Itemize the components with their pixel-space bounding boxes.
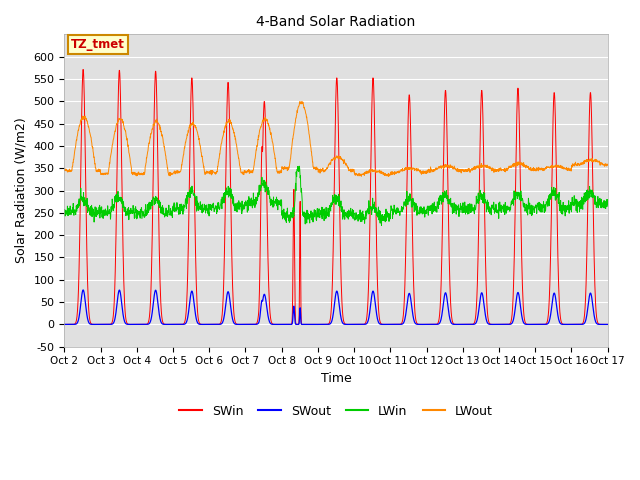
Line: LWout: LWout — [65, 102, 608, 176]
LWout — [572, 161, 579, 167]
LWout — [385, 173, 392, 179]
SWout — [364, 319, 371, 325]
Title: 4-Band Solar Radiation: 4-Band Solar Radiation — [257, 15, 415, 29]
LWin — [572, 199, 579, 204]
SWin — [556, 309, 564, 315]
LWin — [556, 201, 564, 206]
LWout — [556, 163, 564, 168]
LWout — [352, 172, 360, 178]
SWin — [61, 322, 68, 327]
LWin — [364, 206, 371, 212]
Line: LWin: LWin — [65, 166, 608, 226]
SWout — [79, 287, 87, 293]
SWin — [364, 304, 371, 310]
SWout — [212, 322, 220, 327]
SWin — [352, 322, 360, 327]
LWin — [212, 205, 220, 211]
SWout — [494, 322, 502, 327]
SWin — [604, 322, 612, 327]
SWout — [352, 322, 360, 327]
Line: SWin: SWin — [65, 70, 608, 324]
SWin — [571, 322, 579, 327]
SWout — [61, 322, 68, 327]
SWout — [604, 322, 612, 327]
SWin — [212, 322, 220, 327]
LWout — [364, 169, 371, 175]
SWin — [79, 67, 87, 72]
LWin — [494, 207, 502, 213]
LWin — [604, 201, 612, 207]
LWout — [212, 171, 220, 177]
LWout — [494, 166, 502, 172]
SWin — [494, 322, 502, 327]
LWin — [295, 163, 303, 169]
Legend: SWin, SWout, LWin, LWout: SWin, SWout, LWin, LWout — [174, 400, 498, 423]
Text: TZ_tmet: TZ_tmet — [71, 38, 125, 51]
Line: SWout: SWout — [65, 290, 608, 324]
LWout — [61, 167, 68, 173]
LWout — [296, 99, 304, 105]
LWin — [61, 208, 68, 214]
SWout — [571, 322, 579, 327]
X-axis label: Time: Time — [321, 372, 351, 385]
LWin — [352, 212, 360, 218]
SWout — [556, 320, 564, 325]
Y-axis label: Solar Radiation (W/m2): Solar Radiation (W/m2) — [15, 118, 28, 264]
LWin — [378, 223, 385, 228]
LWout — [604, 161, 612, 167]
